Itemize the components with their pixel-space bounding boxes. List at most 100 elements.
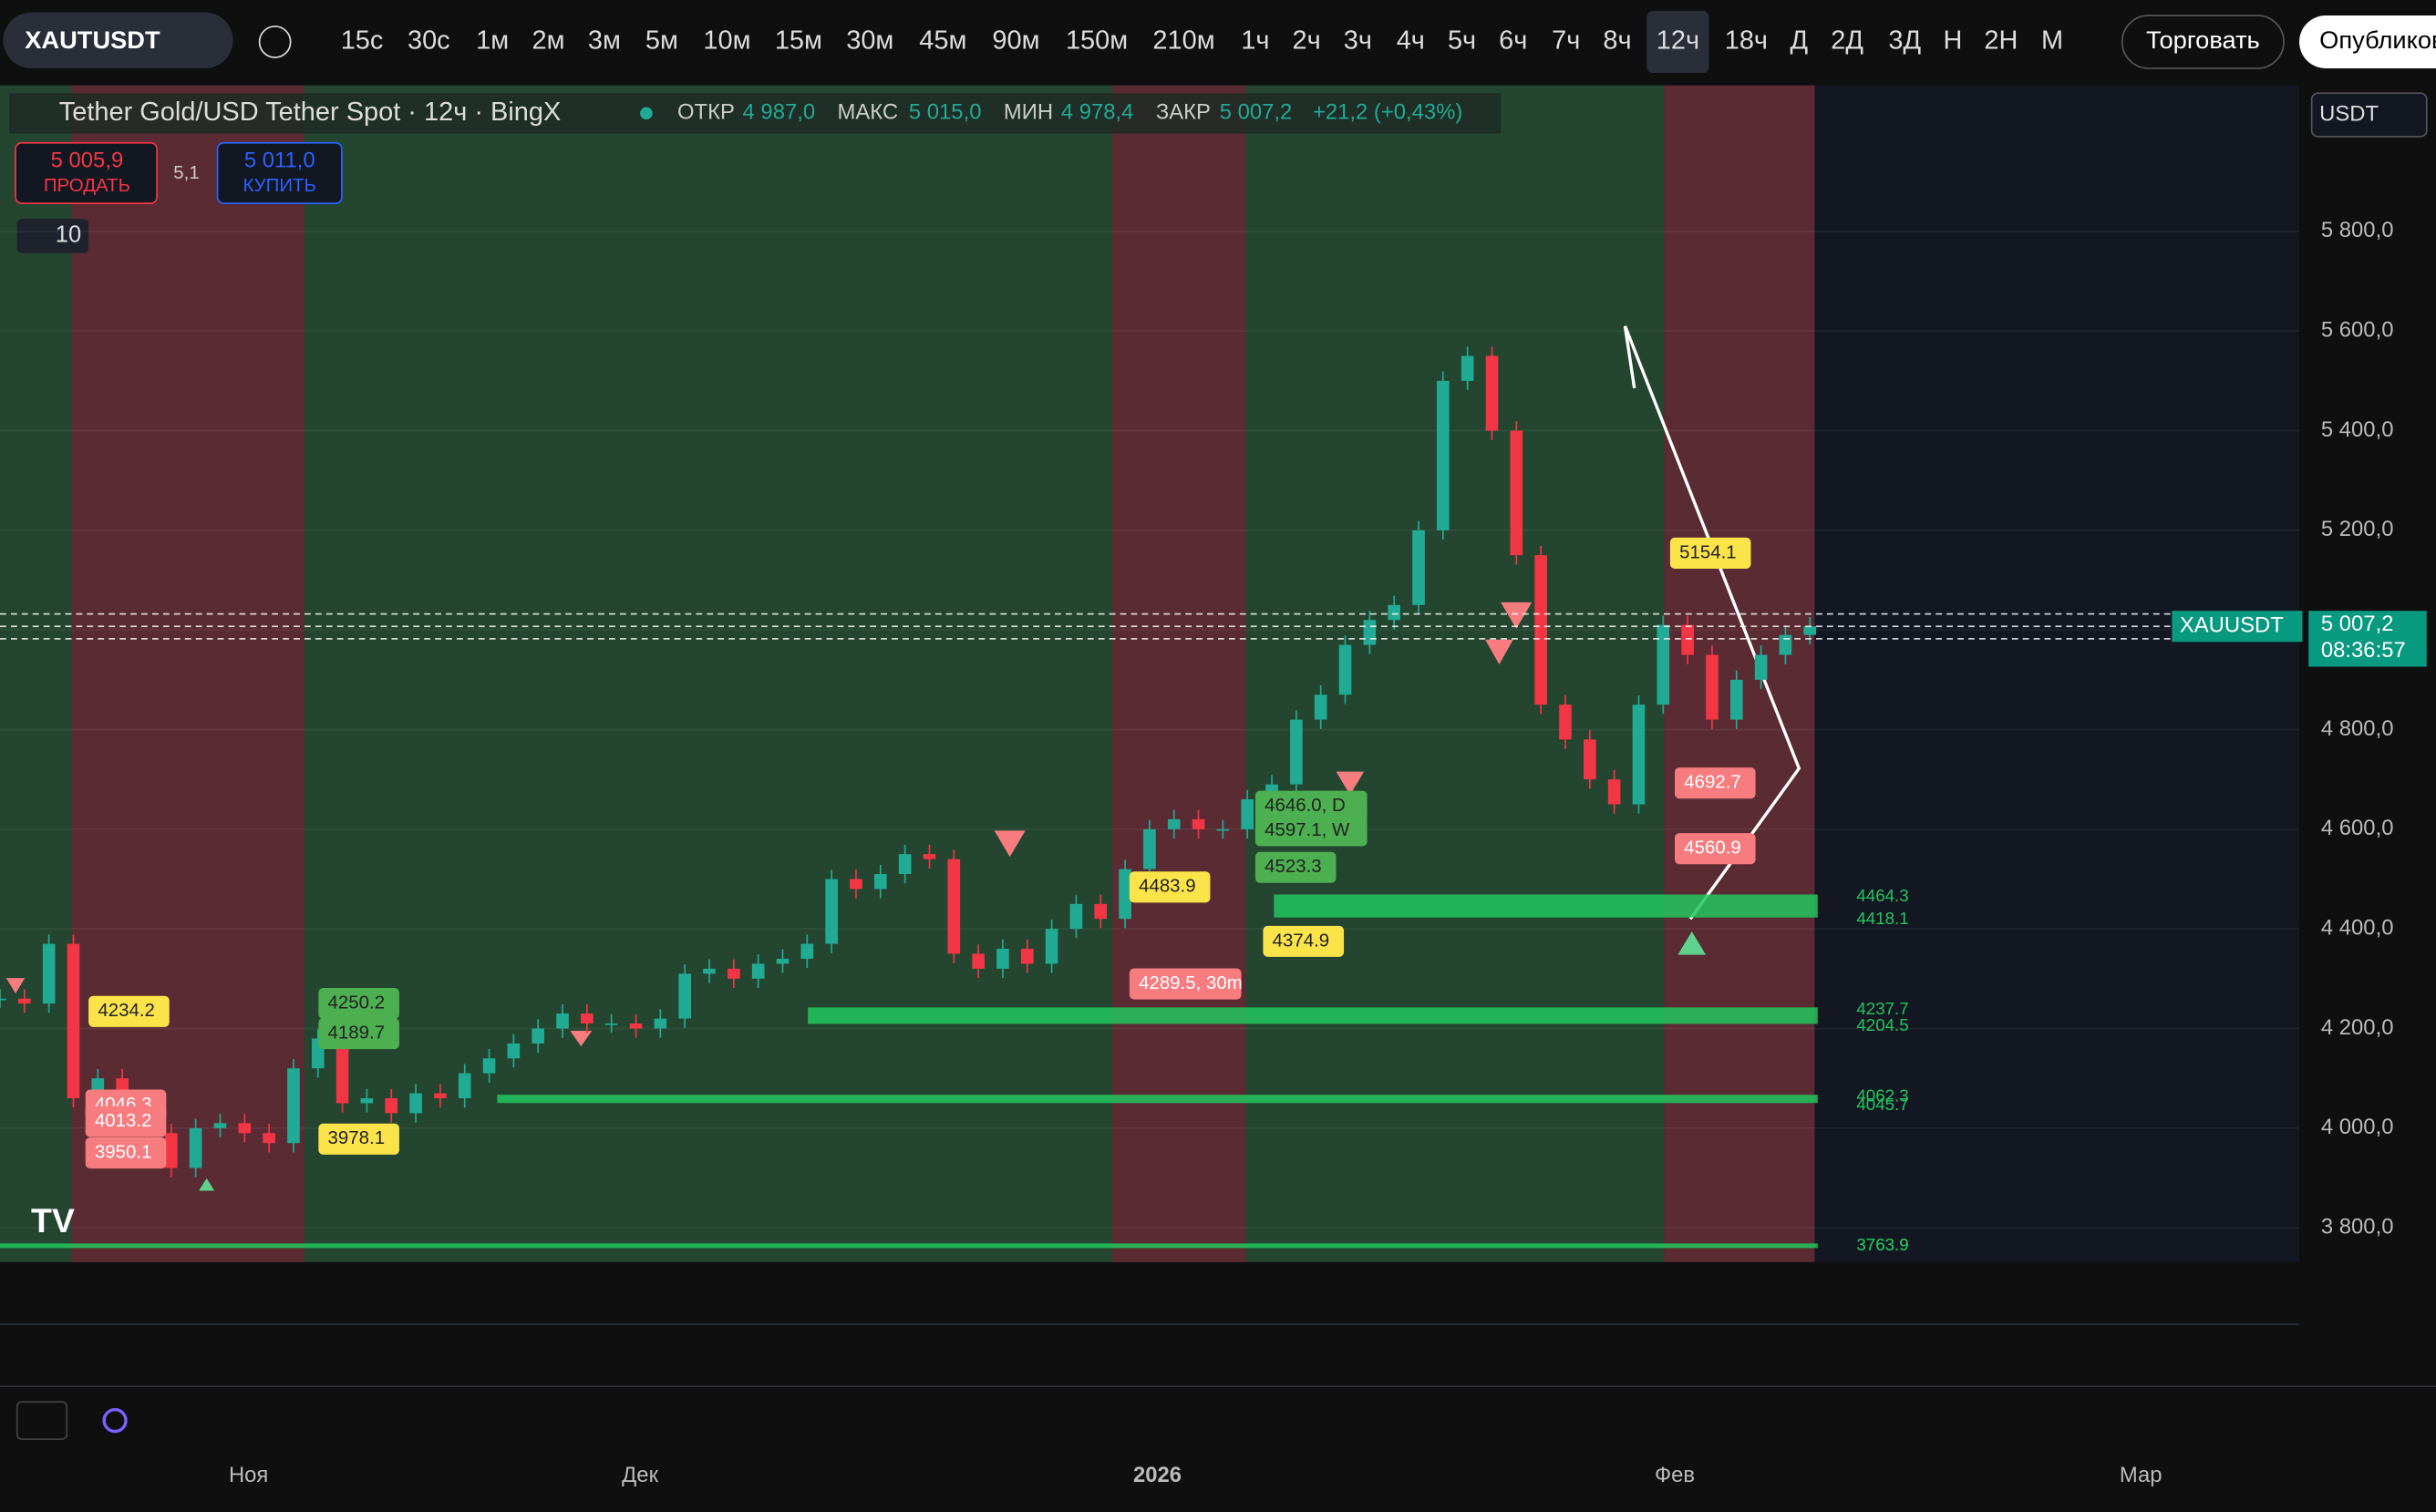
x-tick-label: 2026: [1133, 1463, 1182, 1487]
y-tick-label: 5 400,0: [2321, 417, 2394, 442]
candle: [1045, 929, 1058, 964]
candle: [189, 1127, 202, 1168]
zone-label: 4045.7: [1856, 1095, 1908, 1114]
interval[interactable]: 18ч: [1725, 26, 1768, 56]
interval[interactable]: Н: [1944, 26, 1963, 56]
candle: [1461, 355, 1474, 381]
candle: [1534, 555, 1547, 705]
interval[interactable]: 10м: [703, 26, 750, 56]
candle: [873, 874, 887, 890]
candle: [18, 998, 31, 1004]
interval[interactable]: 15с: [341, 26, 384, 56]
ohlc-label: ЗАКР: [1156, 100, 1211, 125]
candle: [1607, 779, 1621, 805]
x-tick-label: Мар: [2120, 1463, 2162, 1487]
candle: [898, 854, 912, 875]
buy-button[interactable]: [216, 141, 343, 204]
price-label: 4560.9: [1684, 838, 1741, 859]
trade: Торговать: [2146, 26, 2260, 54]
price-label-bg: [88, 995, 170, 1027]
interval[interactable]: 2Д: [1831, 26, 1863, 56]
drawing-line: [1623, 325, 1801, 921]
candle: [947, 859, 961, 954]
price-label: 4597.1, W: [1264, 819, 1350, 840]
candle: [0, 998, 6, 1001]
interval[interactable]: М: [2041, 26, 2063, 56]
zone-red: [1664, 85, 1815, 1262]
interval[interactable]: 8ч: [1603, 26, 1631, 56]
candle: [1290, 719, 1303, 785]
interval[interactable]: 6ч: [1499, 26, 1527, 56]
price-label: 4234.2: [98, 1000, 155, 1021]
interval[interactable]: 45м: [919, 26, 966, 56]
price-badge-text: 5 007,2: [2321, 612, 2394, 636]
currency: USDT: [2319, 101, 2379, 126]
interval[interactable]: 15м: [775, 26, 822, 56]
candle: [581, 1013, 594, 1024]
interval[interactable]: 12ч: [1657, 26, 1699, 56]
publish-button[interactable]: [2299, 15, 2436, 68]
candle: [800, 943, 814, 959]
interval[interactable]: 1ч: [1241, 26, 1269, 56]
candle: [42, 943, 56, 1004]
currency-select[interactable]: [2310, 92, 2428, 138]
symbol-button[interactable]: [3, 12, 233, 68]
interval[interactable]: 30с: [408, 26, 450, 56]
interval[interactable]: 1м: [476, 26, 509, 56]
interval[interactable]: 210м: [1152, 26, 1214, 56]
y-tick-label: 4 200,0: [2321, 1015, 2394, 1040]
interval[interactable]: 7ч: [1552, 26, 1580, 56]
zone-label: 4418.1: [1856, 909, 1908, 928]
interval[interactable]: 90м: [992, 26, 1039, 56]
candle: [1510, 430, 1523, 556]
interval[interactable]: 30м: [846, 26, 893, 56]
interval[interactable]: Д: [1791, 26, 1809, 56]
interval[interactable]: 5ч: [1448, 26, 1476, 56]
price-label-bg: [1254, 790, 1368, 822]
interval[interactable]: 150м: [1066, 26, 1128, 56]
sell-label: ПРОДАТЬ: [44, 175, 130, 196]
collapse-button[interactable]: [15, 1401, 68, 1440]
ohlc-value: 4 987,0: [743, 100, 816, 125]
y-tick-label: 5 800,0: [2321, 218, 2394, 242]
candle: [1437, 380, 1450, 530]
candle: [1657, 624, 1670, 705]
candle: [629, 1023, 643, 1029]
zone-label: 4204.5: [1856, 1015, 1908, 1034]
price-label-bg: [318, 988, 399, 1020]
x-tick-label: Дек: [622, 1463, 658, 1487]
interval[interactable]: 5м: [645, 26, 678, 56]
candle: [360, 1098, 374, 1104]
candle: [1632, 705, 1646, 805]
interval[interactable]: 3Д: [1888, 26, 1921, 56]
interval[interactable]: 3м: [588, 26, 621, 56]
buy-price: 5 011,0: [244, 148, 315, 172]
up-signal: [1677, 931, 1707, 955]
interval[interactable]: 3ч: [1344, 26, 1372, 56]
candle: [1559, 705, 1572, 740]
candle: [287, 1068, 300, 1144]
add-symbol[interactable]: [258, 26, 292, 58]
candle: [409, 1093, 422, 1114]
candle: [1020, 949, 1034, 964]
interval[interactable]: 2ч: [1293, 26, 1321, 56]
ohlc-value: 4 978,4: [1061, 100, 1134, 125]
price-label: 4523.3: [1264, 856, 1322, 877]
ohlc-change: +21,2 (+0,43%): [1313, 100, 1462, 125]
refresh-icon[interactable]: [102, 1407, 128, 1434]
interval[interactable]: 2м: [532, 26, 565, 56]
interval[interactable]: 4ч: [1397, 26, 1425, 56]
candle: [1729, 679, 1743, 720]
interval[interactable]: 2Н: [1984, 26, 2018, 56]
candle: [238, 1123, 252, 1134]
candle: [1412, 530, 1425, 605]
price-label-bg: [1129, 871, 1211, 903]
y-tick-label: 5 600,0: [2321, 317, 2394, 342]
indicators-toggle[interactable]: [16, 219, 89, 253]
trade-button[interactable]: [2121, 15, 2285, 69]
sell-button[interactable]: [15, 141, 158, 204]
candle: [1314, 694, 1327, 720]
candle: [335, 1038, 349, 1104]
price-label-bg: [1669, 537, 1751, 569]
zone-label: 4237.7: [1856, 999, 1908, 1018]
